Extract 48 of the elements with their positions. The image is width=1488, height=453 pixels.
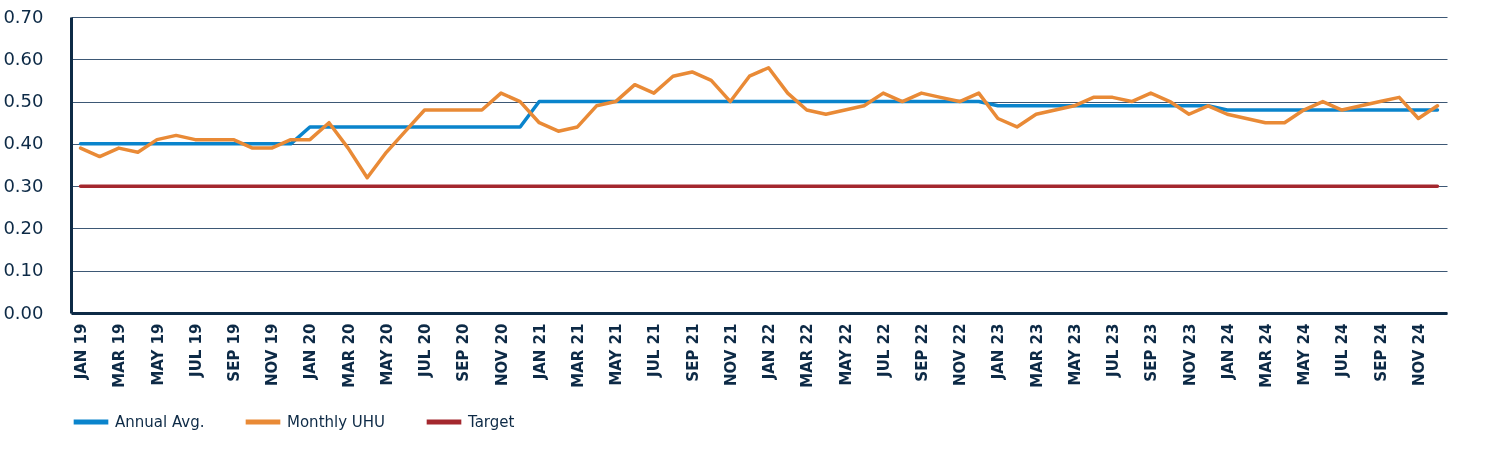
legend-label: Monthly UHU [287, 413, 386, 431]
x-tick-label: SEP 19 [224, 323, 243, 382]
x-tick-label: MAY 20 [377, 323, 396, 386]
x-tick-label: SEP 20 [454, 323, 473, 382]
x-tick-label: JAN 21 [530, 323, 549, 381]
legend-label: Target [467, 413, 515, 431]
x-tick-label: SEP 23 [1142, 323, 1161, 382]
x-tick-label: MAY 22 [836, 323, 855, 386]
x-tick-label: NOV 19 [263, 323, 282, 387]
x-tick-label: JAN 23 [989, 323, 1008, 381]
x-tick-label: MAY 21 [607, 323, 626, 386]
x-tick-label: NOV 20 [492, 323, 511, 387]
x-tick-label: JUL 19 [186, 323, 205, 378]
x-tick-label: SEP 21 [683, 323, 702, 382]
x-tick-label: NOV 23 [1180, 323, 1199, 387]
x-tick-label: MAR 21 [568, 323, 587, 388]
y-tick-label: 0.70 [3, 5, 44, 27]
y-tick-label: 0.60 [3, 47, 44, 69]
x-tick-label: JUL 23 [1104, 323, 1123, 378]
x-tick-label: JAN 20 [301, 323, 320, 381]
x-tick-label: JUL 20 [416, 323, 435, 378]
x-tick-label: JUL 22 [874, 323, 893, 378]
x-tick-label: MAY 19 [148, 323, 167, 386]
y-tick-label: 0.30 [3, 174, 44, 196]
legend-label: Annual Avg. [115, 413, 205, 431]
x-tick-label: NOV 21 [721, 323, 740, 387]
x-tick-label: MAR 23 [1027, 323, 1046, 388]
x-tick-label: MAR 19 [110, 323, 129, 388]
x-tick-label: JAN 24 [1218, 323, 1237, 381]
x-tick-label: MAR 22 [798, 323, 817, 388]
y-tick-label: 0.50 [3, 90, 44, 112]
line-series [78, 65, 1440, 180]
y-tick-label: 0.40 [3, 132, 44, 154]
x-tick-label: JAN 19 [72, 323, 91, 381]
x-tick-label: JUL 24 [1333, 323, 1352, 378]
y-tick-label: 0.10 [3, 259, 44, 281]
x-tick-label: MAY 23 [1065, 323, 1084, 386]
x-tick-label: SEP 22 [912, 323, 931, 382]
x-tick-label: MAY 24 [1295, 323, 1314, 386]
x-tick-label: SEP 24 [1371, 323, 1390, 382]
x-tick-label: MAR 20 [339, 323, 358, 388]
x-tick-label: JAN 22 [760, 323, 779, 381]
y-tick-label: 0.00 [3, 301, 44, 323]
x-tick-label: NOV 22 [951, 323, 970, 387]
x-tick-label: JUL 21 [645, 323, 664, 378]
y-tick-label: 0.20 [3, 216, 44, 238]
x-tick-label: NOV 24 [1409, 323, 1428, 387]
x-tick-label: MAR 24 [1256, 323, 1275, 388]
